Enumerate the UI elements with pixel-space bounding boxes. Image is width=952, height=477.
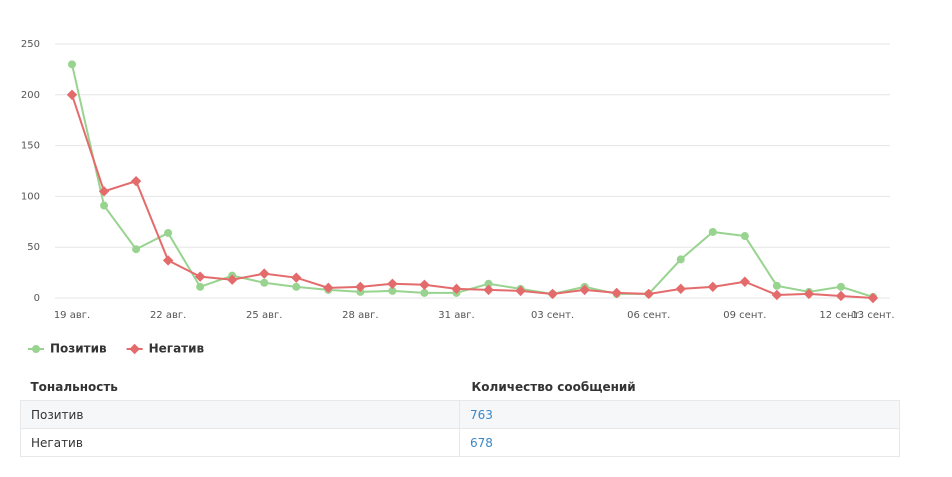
marker	[483, 284, 494, 296]
x-tick-label: 28 авг.	[342, 310, 378, 321]
marker	[772, 281, 781, 290]
marker	[66, 89, 78, 100]
marker	[323, 282, 334, 294]
marker	[387, 278, 398, 289]
x-tick-label: 06 сент.	[627, 310, 670, 321]
marker	[98, 186, 110, 197]
marker	[484, 279, 493, 288]
legend-marker	[32, 345, 40, 353]
marker	[740, 232, 749, 241]
marker	[676, 255, 685, 264]
marker	[515, 285, 526, 297]
marker	[194, 271, 206, 282]
y-tick-label: 150	[21, 141, 40, 152]
marker	[164, 228, 173, 237]
marker	[100, 201, 109, 210]
x-tick-label: 03 сент.	[531, 310, 574, 321]
x-tick-label: 22 авг.	[150, 310, 186, 321]
marker	[547, 288, 558, 300]
marker	[803, 288, 815, 300]
marker	[643, 288, 654, 300]
legend-marker	[129, 343, 140, 355]
series-line	[71, 64, 874, 298]
marker	[132, 245, 141, 254]
marker	[579, 284, 590, 296]
column-header: Тональность	[30, 379, 118, 394]
marker	[162, 255, 174, 266]
marker	[836, 282, 845, 291]
row-label: Позитив	[20, 400, 460, 429]
y-tick-label: 0	[34, 293, 40, 304]
summary-table: Тональность Количество сообщений Позитив 7…	[20, 373, 900, 457]
marker	[259, 268, 270, 279]
series-line	[71, 94, 874, 299]
marker	[227, 274, 238, 285]
x-tick-label: 09 сент.	[723, 310, 766, 321]
legend-label: Негатив	[149, 342, 205, 356]
marker	[130, 175, 142, 187]
marker	[291, 272, 302, 283]
marker	[708, 227, 717, 236]
marker	[675, 283, 686, 295]
marker	[739, 276, 751, 287]
x-tick-label: 25 авг.	[246, 310, 282, 321]
marker	[771, 289, 783, 301]
marker	[260, 278, 269, 287]
marker	[196, 282, 205, 291]
marker	[835, 290, 847, 302]
row-value: 763	[459, 400, 900, 429]
marker	[388, 286, 397, 295]
y-tick-label: 200	[21, 90, 40, 101]
legend-label: Позитив	[50, 342, 107, 356]
marker	[611, 287, 622, 299]
row-value: 678	[459, 428, 900, 457]
marker	[292, 282, 301, 291]
x-tick-label: 31 авг.	[438, 310, 474, 321]
x-tick-label: 19 авг.	[54, 310, 90, 321]
y-tick-label: 250	[21, 39, 40, 50]
x-tick-label: 13 сент.	[851, 310, 894, 321]
marker	[419, 279, 430, 290]
marker	[68, 60, 76, 69]
marker	[451, 283, 462, 295]
column-header: Количество сообщений	[471, 379, 636, 394]
chart: 0 50 100 150 200 250 19 авг. 22 авг. 25 авг. 28 а…	[21, 39, 895, 356]
row-label: Негатив	[20, 428, 460, 457]
y-tick-label: 100	[21, 191, 40, 202]
y-tick-label: 50	[27, 242, 40, 253]
marker	[707, 281, 718, 293]
x-tick-label: 12 сент.	[819, 310, 862, 321]
marker	[420, 288, 429, 297]
marker	[867, 292, 879, 304]
marker	[355, 281, 366, 293]
